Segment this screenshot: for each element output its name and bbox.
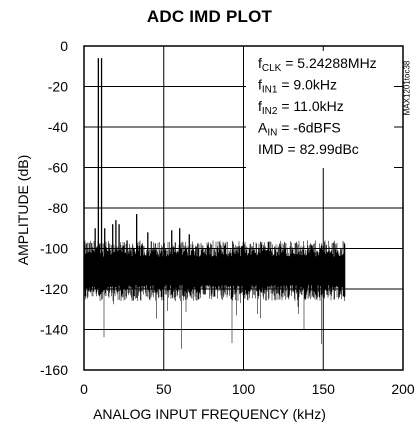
- x-axis-label: ANALOG INPUT FREQUENCY (kHz): [93, 406, 326, 422]
- x-tick-label-2: 100: [232, 381, 256, 397]
- y-tick-label-8: -160: [40, 362, 68, 378]
- x-tick-label-0: 0: [80, 381, 88, 397]
- y-tick-labels: 0 -20 -40 -60 -80 -100 -120 -140 -160: [40, 38, 68, 378]
- annotation-line-1: fIN1 = 9.0kHz: [258, 77, 337, 96]
- annotation-line-3: AIN = -6dBFS: [258, 120, 341, 139]
- y-tick-label-2: -40: [48, 119, 68, 135]
- y-tick-label-5: -100: [40, 241, 68, 257]
- x-tick-label-3: 150: [312, 381, 336, 397]
- plot-frame: [83, 45, 404, 371]
- x-tick-labels: 0 50 100 150 200: [80, 381, 415, 397]
- y-tick-label-0: 0: [60, 38, 68, 54]
- spectral-peaks: [94, 58, 190, 269]
- y-tick-label-4: -80: [48, 200, 68, 216]
- annotation-line-4: IMD = 82.99dBc: [258, 141, 359, 157]
- x-tick-label-4: 200: [391, 381, 415, 397]
- x-tick-label-1: 50: [156, 381, 172, 397]
- y-tick-label-3: -60: [48, 160, 68, 176]
- annotation-background: [246, 51, 394, 168]
- noise-floor: [84, 240, 346, 349]
- y-tick-label-6: -120: [40, 281, 68, 297]
- annotation-box: fCLK = 5.24288MHz fIN1 = 9.0kHz fIN2 = 11.…: [246, 51, 394, 168]
- y-tick-label-7: -140: [40, 322, 68, 338]
- annotation-line-2: fIN2 = 11.0kHz: [258, 98, 344, 117]
- chart-title: ADC IMD PLOT: [146, 7, 273, 26]
- y-tick-label-1: -20: [48, 79, 68, 95]
- annotation-line-0: fCLK = 5.24288MHz: [258, 55, 377, 74]
- noise-floor-trace: [84, 240, 346, 349]
